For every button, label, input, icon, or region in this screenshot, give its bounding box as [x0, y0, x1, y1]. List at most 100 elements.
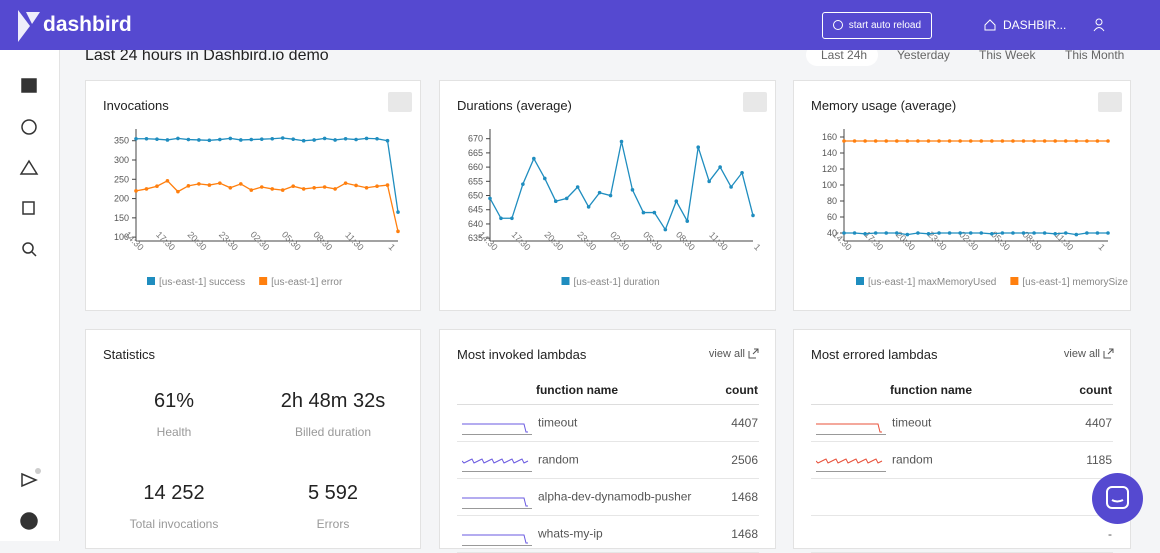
user-icon[interactable] — [1093, 18, 1105, 32]
point — [863, 139, 867, 143]
point — [718, 165, 722, 169]
point — [751, 213, 755, 218]
y-tick-label: 250 — [114, 174, 129, 184]
view-all-link[interactable]: view all — [1063, 348, 1100, 360]
chart-button[interactable] — [1098, 92, 1122, 112]
point — [322, 136, 327, 141]
point — [1032, 231, 1036, 235]
stat-value: 14 252 — [143, 482, 205, 504]
point — [1011, 231, 1015, 235]
sparkline-path — [815, 457, 883, 464]
sparkline-path — [816, 423, 882, 432]
y-tick-label: 100 — [822, 180, 837, 190]
count: 4407 — [697, 404, 759, 442]
view-all-link[interactable]: view all — [708, 348, 745, 360]
y-tick-label: 640 — [468, 219, 483, 229]
tab[interactable]: This Month — [1065, 48, 1125, 62]
point — [990, 139, 994, 143]
series-line — [489, 141, 754, 232]
point — [597, 190, 602, 195]
function-name[interactable]: random — [538, 452, 579, 467]
y-tick-label: 150 — [114, 213, 129, 223]
function-name[interactable]: alpha-dev-dynamodb-pusher — [538, 489, 692, 504]
tab[interactable]: Last 24h — [821, 48, 868, 62]
legend-swatch — [1010, 277, 1019, 285]
tab[interactable]: Yesterday — [897, 48, 950, 62]
point — [155, 184, 159, 189]
point — [280, 136, 285, 140]
point — [1011, 139, 1015, 143]
point — [979, 139, 984, 143]
point — [916, 139, 920, 143]
icon-path — [748, 348, 759, 359]
stat-label: Health — [156, 425, 192, 439]
x-tick-label: 1 — [387, 242, 398, 253]
function-name[interactable]: random — [892, 452, 933, 467]
point — [873, 139, 878, 143]
point — [1053, 232, 1057, 236]
point — [1021, 139, 1026, 143]
point — [301, 187, 306, 191]
series-line — [135, 180, 399, 232]
function-cell — [811, 478, 1051, 516]
point — [396, 210, 400, 214]
table: function name count timeout 4407 random 1185-… — [811, 376, 1113, 553]
chart-button[interactable] — [743, 92, 767, 112]
point — [884, 231, 889, 235]
point — [249, 188, 254, 192]
point — [259, 185, 264, 189]
legend-label: [us-east-1] error — [271, 277, 343, 288]
y-tick-label: 350 — [114, 136, 129, 146]
function-cell: whats-my-ip — [457, 515, 697, 553]
legend-swatch — [147, 277, 155, 285]
point — [1063, 231, 1068, 235]
function-name[interactable]: timeout — [892, 415, 932, 430]
point — [280, 188, 285, 192]
point — [375, 136, 379, 141]
point — [364, 136, 369, 141]
chart-button[interactable] — [388, 92, 412, 112]
point — [937, 231, 941, 235]
chat-button[interactable] — [1092, 473, 1143, 524]
stat: 14 252 Total invocations — [89, 482, 259, 531]
count: 1468 — [697, 515, 759, 553]
point — [1021, 231, 1026, 235]
reload-button[interactable]: start auto reload — [822, 12, 932, 39]
point — [333, 187, 337, 191]
point — [488, 196, 492, 201]
point — [354, 137, 358, 142]
external-icon — [1103, 348, 1114, 359]
chart-title: Memory usage (average) — [811, 98, 957, 113]
y-tick-label: 200 — [114, 194, 129, 204]
point — [740, 170, 744, 175]
function-name[interactable]: timeout — [538, 415, 578, 430]
stat-label: Billed duration — [294, 425, 372, 439]
point — [937, 139, 941, 143]
point — [586, 205, 591, 209]
point — [905, 139, 910, 143]
point — [542, 176, 547, 181]
function-name[interactable]: whats-my-ip — [538, 526, 603, 541]
chart-title: Durations (average) — [457, 98, 572, 113]
card-title: Most errored lambdas — [811, 347, 938, 362]
point — [1000, 139, 1005, 143]
table-card: Most invoked lambdas view all function nam… — [439, 329, 776, 553]
account[interactable]: DASHBIR... — [1003, 18, 1067, 32]
point — [707, 179, 711, 184]
point — [663, 227, 668, 232]
table-header: function name count — [457, 376, 759, 405]
tab[interactable]: This Week — [979, 48, 1036, 62]
sidebar-icons — [19, 78, 41, 530]
y-tick-label: 670 — [468, 134, 483, 144]
point — [364, 185, 369, 190]
legend-swatch — [856, 277, 864, 285]
count: 4407 — [1051, 404, 1113, 442]
point — [532, 156, 536, 161]
function-cell: timeout — [457, 404, 697, 442]
point — [301, 138, 306, 143]
table-row: timeout 4407 — [811, 404, 1113, 442]
point — [521, 182, 525, 186]
y-tick-label: 655 — [468, 176, 483, 186]
column-header: function name — [811, 376, 1051, 405]
